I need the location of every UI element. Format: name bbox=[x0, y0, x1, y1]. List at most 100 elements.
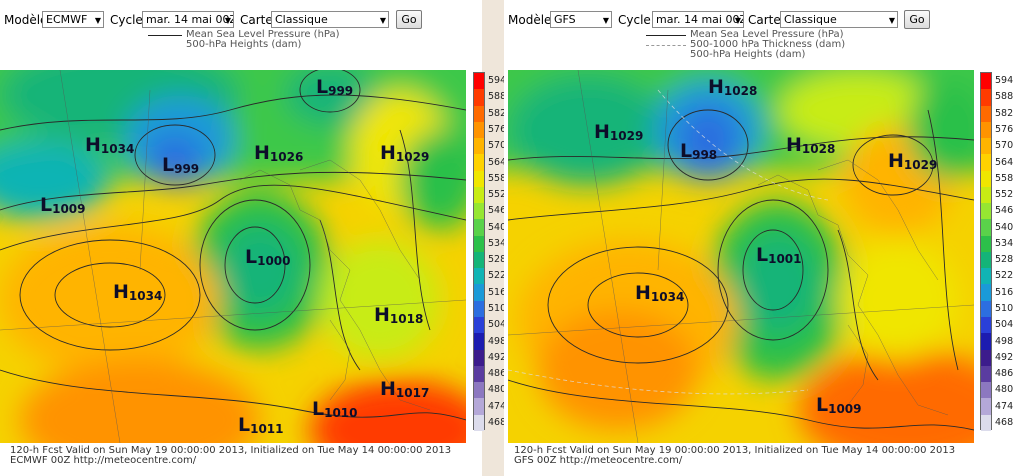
color-scale-segment bbox=[474, 365, 484, 383]
color-scale-tick-label: 474 bbox=[488, 400, 507, 412]
go-button[interactable]: Go bbox=[396, 10, 422, 29]
color-scale-tick-label: 480 bbox=[995, 384, 1014, 396]
pressure-system-label: H1029 bbox=[888, 150, 938, 173]
color-scale-tick-label: 558 bbox=[488, 172, 507, 184]
model-select-value: ECMWF bbox=[46, 13, 88, 26]
color-scale-segment bbox=[981, 349, 991, 366]
model-select-value: GFS bbox=[554, 13, 576, 26]
map-select-value: Classique bbox=[784, 13, 837, 26]
color-scale-tick-label: 510 bbox=[995, 302, 1014, 314]
color-scale-segment bbox=[981, 73, 991, 90]
map-select[interactable]: Classique ▼ bbox=[271, 11, 389, 28]
color-scale-tick-label: 498 bbox=[488, 335, 507, 347]
color-scale-segment bbox=[981, 300, 991, 317]
color-scale-segment bbox=[981, 203, 991, 220]
color-scale-segment bbox=[474, 219, 484, 236]
color-scale-segment bbox=[474, 333, 484, 350]
color-scale-tick-label: 522 bbox=[995, 270, 1014, 282]
color-scale-segment bbox=[981, 121, 991, 139]
legend-mslp: Mean Sea Level Pressure (hPa) bbox=[186, 29, 340, 40]
pressure-system-label: H1026 bbox=[254, 142, 304, 165]
map-legend: Mean Sea Level Pressure (hPa) 500-hPa He… bbox=[148, 30, 448, 50]
legend-heights: 500-hPa Heights (dam) bbox=[690, 49, 806, 60]
color-scale-segment bbox=[474, 89, 484, 106]
color-scale-tick-label: 516 bbox=[995, 286, 1014, 298]
color-scale-segment bbox=[474, 268, 484, 285]
color-scale-tick-label: 468 bbox=[488, 416, 507, 428]
go-button[interactable]: Go bbox=[904, 10, 930, 29]
pressure-system-label: L999 bbox=[316, 76, 354, 99]
ecmwf-forecast-map: L999 H1034 L999 H1026 H1029 L1009 L1000 … bbox=[0, 70, 466, 443]
pressure-system-label: H1028 bbox=[786, 134, 836, 157]
footer-source-line: ECMWF 00Z http://meteocentre.com/ bbox=[10, 455, 197, 466]
chevron-down-icon: ▼ bbox=[224, 16, 231, 25]
color-scale-segment bbox=[981, 170, 991, 187]
color-scale-segment bbox=[981, 382, 991, 399]
color-scale-tick-label: 504 bbox=[995, 319, 1014, 331]
cycle-label: Cycle: bbox=[110, 13, 147, 27]
color-scale-tick-label: 582 bbox=[995, 107, 1014, 119]
model-select[interactable]: GFS ▼ bbox=[550, 11, 612, 28]
color-scale-tick-label: 558 bbox=[995, 172, 1014, 184]
color-scale-segment bbox=[474, 349, 484, 366]
color-scale-segment bbox=[474, 170, 484, 187]
color-scale-tick-label: 498 bbox=[995, 335, 1014, 347]
color-scale-tick-label: 492 bbox=[488, 351, 507, 363]
color-scale-segment bbox=[981, 186, 991, 204]
cycle-select-value: mar. 14 mai 00Z bbox=[146, 13, 234, 26]
color-scale-segment bbox=[981, 398, 991, 415]
cycle-select[interactable]: mar. 14 mai 00Z ▼ bbox=[652, 11, 744, 28]
color-scale-segment bbox=[474, 186, 484, 204]
color-scale-tick-label: 480 bbox=[488, 384, 507, 396]
color-scale-segment bbox=[474, 382, 484, 399]
pressure-system-label: L1009 bbox=[40, 194, 86, 217]
color-scale-tick-label: 468 bbox=[995, 416, 1014, 428]
color-scale-segment bbox=[474, 251, 484, 269]
color-scale-tick-label: 504 bbox=[488, 319, 507, 331]
footer-valid-line: 120-h Fcst Valid on Sun May 19 00:00:00 … bbox=[514, 445, 956, 456]
color-scale-tick-label: 486 bbox=[995, 368, 1014, 380]
color-scale-segment bbox=[981, 219, 991, 236]
color-scale-tick-label: 546 bbox=[488, 205, 507, 217]
color-scale-tick-label: 594 bbox=[488, 75, 507, 87]
pressure-system-label: H1034 bbox=[113, 281, 163, 304]
color-scale-segment bbox=[981, 154, 991, 171]
color-scale-tick-label: 588 bbox=[995, 91, 1014, 103]
color-scale-segment bbox=[981, 105, 991, 122]
color-scale-segment bbox=[474, 203, 484, 220]
color-scale-tick-label: 552 bbox=[488, 189, 507, 201]
color-scale-segment bbox=[474, 300, 484, 317]
map-select-value: Classique bbox=[275, 13, 328, 26]
map-field bbox=[0, 70, 466, 443]
pressure-system-label: L1000 bbox=[245, 246, 291, 269]
map-legend: Mean Sea Level Pressure (hPa) 500-1000 h… bbox=[646, 30, 986, 60]
color-scale-tick-label: 570 bbox=[488, 140, 507, 152]
color-scale-tick-label: 588 bbox=[488, 91, 507, 103]
map-select[interactable]: Classique ▼ bbox=[780, 11, 898, 28]
color-scale-tick-label: 510 bbox=[488, 302, 507, 314]
color-scale-segment bbox=[474, 284, 484, 301]
color-scale-segment bbox=[474, 154, 484, 171]
cycle-select-value: mar. 14 mai 00Z bbox=[656, 13, 744, 26]
color-scale-segment bbox=[981, 235, 991, 252]
cycle-label: Cycle: bbox=[618, 13, 655, 27]
pressure-system-label: L998 bbox=[680, 140, 718, 163]
color-scale-segment bbox=[474, 121, 484, 139]
color-scale-tick-label: 486 bbox=[488, 368, 507, 380]
color-scale-tick-label: 576 bbox=[995, 123, 1014, 135]
cycle-select[interactable]: mar. 14 mai 00Z ▼ bbox=[142, 11, 234, 28]
color-scale-bar: 594 588 582 576 570 564 558 552 546 540 534 528 522 5… bbox=[980, 72, 1013, 431]
chevron-down-icon: ▼ bbox=[602, 16, 609, 25]
color-scale-segment bbox=[981, 89, 991, 106]
gfs-panel: Modèle: GFS ▼ Cycle: mar. 14 mai 00Z ▼ Car… bbox=[504, 0, 1024, 476]
color-scale-tick-label: 492 bbox=[995, 351, 1014, 363]
color-scale-tick-label: 528 bbox=[488, 254, 507, 266]
color-scale-tick-label: 540 bbox=[995, 221, 1014, 233]
model-select[interactable]: ECMWF ▼ bbox=[42, 11, 104, 28]
color-scale-segment bbox=[981, 138, 991, 155]
pressure-system-label: H1034 bbox=[85, 134, 135, 157]
color-scale-tick-label: 552 bbox=[995, 189, 1014, 201]
color-scale-tick-label: 540 bbox=[488, 221, 507, 233]
color-scale-segment bbox=[474, 73, 484, 90]
color-scale-tick-label: 522 bbox=[488, 270, 507, 282]
